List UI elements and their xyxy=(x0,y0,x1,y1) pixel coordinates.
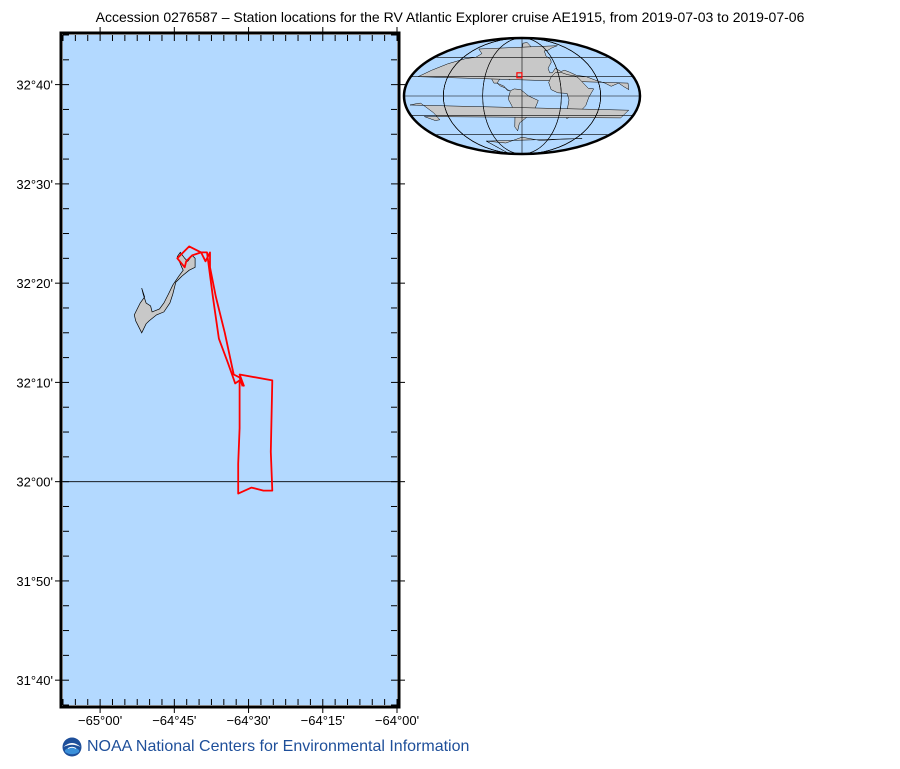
inset-land xyxy=(409,42,630,154)
lon-tick-label: −65°00' xyxy=(78,713,122,728)
footer: NOAA National Centers for Environmental … xyxy=(62,737,469,757)
main-map[interactable]: 31°40' 31°50' 32°00' 32°10' 32°20' 32°30' 32°4… xyxy=(16,27,419,728)
lat-tick-label: 32°20' xyxy=(16,276,53,291)
inset-meridian xyxy=(443,38,601,154)
inset-africa xyxy=(548,71,595,120)
lon-tick-label: −64°15' xyxy=(301,713,345,728)
inset-australia xyxy=(409,102,630,121)
inset-central-south-america xyxy=(496,82,539,132)
inset-antarctica xyxy=(485,136,583,154)
lat-tick-label: 32°10' xyxy=(16,375,53,390)
lat-tick-label: 32°30' xyxy=(16,177,53,192)
inset-meridian xyxy=(482,38,562,154)
noaa-logo-icon xyxy=(62,737,82,757)
world-inset-map xyxy=(402,36,642,156)
map-frame xyxy=(59,31,401,709)
lat-tick-label: 31°50' xyxy=(16,574,53,589)
lon-tick-label: −64°45' xyxy=(152,713,196,728)
lon-tick-label: −64°30' xyxy=(226,713,270,728)
bermuda-island xyxy=(133,251,196,334)
footer-text: NOAA National Centers for Environmental … xyxy=(87,738,470,755)
cruise-track xyxy=(176,245,274,495)
lat-tick-label: 31°40' xyxy=(16,673,53,688)
map-title: Accession 0276587 – Station locations fo… xyxy=(95,9,805,25)
inset-border xyxy=(402,36,642,156)
lon-tick-label: −64°00' xyxy=(375,713,419,728)
lat-tick-label: 32°00' xyxy=(16,475,53,490)
lat-tick-label: 32°40' xyxy=(16,78,53,93)
inset-location-marker xyxy=(516,72,523,79)
